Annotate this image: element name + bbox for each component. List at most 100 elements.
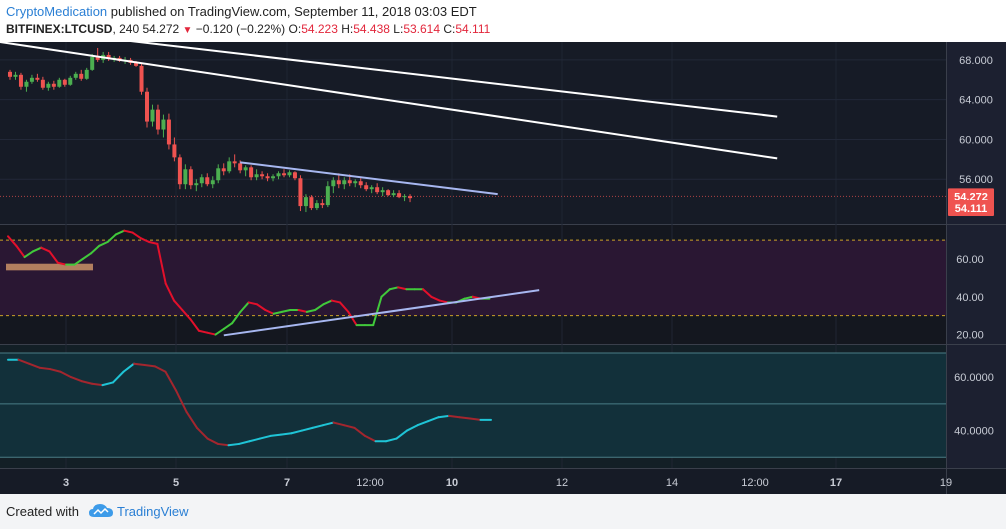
price-axis-tick-label: 60.000 [959,134,993,146]
stoch-line-segment [227,442,240,447]
high-value: 54.438 [353,22,390,36]
candle-body [139,65,144,92]
candle-body [342,180,347,185]
price-change: −0.120 (−0.22%) [195,22,286,36]
rsi-line-segment [463,295,474,300]
open-label: O: [288,22,302,36]
candle-body [18,74,23,87]
rsi-line-segment [173,299,184,311]
stoch-line-segment [290,429,303,435]
rsi-line-segment [231,310,242,325]
stoch-line-segment [164,370,177,392]
candle-body [13,74,18,77]
rsi-line-segment [56,261,68,266]
stoch-line-segment [28,362,41,369]
rsi-line-segment [388,286,400,291]
rsi-line-segment [106,233,117,243]
stoch-line-segment [185,410,198,429]
time-axis-tick-label: 12:00 [356,477,384,489]
candle-body [24,81,29,87]
stoch-line-segment [259,434,272,440]
candle-body [369,187,374,190]
stoch-line-segment [17,358,30,365]
rsi-line-segment [397,286,408,291]
candle-body [216,168,221,181]
rsi-highlight-box [6,263,93,271]
rsi-support-line [223,289,540,337]
tradingview-brand-link[interactable]: TradingView [117,504,189,519]
stoch-line-segment [122,362,135,373]
candle-body [150,109,155,122]
rsi-line-segment [280,309,292,313]
rsi-line-segment [347,310,358,327]
stoch-axis-bg [946,345,1006,469]
created-with-label: Created with [6,504,79,519]
candle-body [57,79,62,87]
rsi-line-segment [181,309,192,321]
candle-body [134,62,139,66]
stoch-line-segment [448,414,461,419]
candle-body [166,119,171,145]
candle-body [336,180,341,185]
rsi-line-segment [23,250,34,259]
rsi-line-segment [206,331,217,336]
rsi-line-segment [438,299,449,304]
candle-body [46,83,51,88]
stoch-line-segment [332,421,345,427]
stoch-line-segment [437,414,450,419]
stoch-line-segment [364,434,377,443]
stoch-line-segment [154,365,167,373]
rsi-line-segment [339,301,350,313]
candle-body [8,71,12,77]
rsi-line-segment [264,309,275,315]
rsi-line-segment [305,309,317,313]
rsi-line-segment [90,244,101,255]
candle-body [292,172,297,179]
stoch-line-segment [416,420,429,427]
published-text: published on TradingView.com, September … [110,4,477,19]
rsi-line-segment [7,235,18,247]
price-axis-tick-label: 68.000 [959,55,993,67]
candle-body [194,183,199,186]
author-link[interactable]: CryptoMedication [6,4,108,19]
stoch-line-segment [91,382,104,387]
rsi-axis-tick-label: 20.00 [956,330,984,342]
candle-body [238,163,243,171]
rsi-line-segment [139,237,151,243]
candle-body [51,83,56,87]
rsi-line-segment [272,310,283,315]
rsi-line-segment [314,303,325,311]
time-axis-tick-label: 5 [173,477,179,489]
cloud-icon [89,504,113,517]
rsi-line-segment [214,327,225,336]
down-triangle-icon: ▼ [182,25,193,36]
candle-body [232,161,237,164]
interval-label: , 240 [112,22,140,36]
chart-area[interactable]: 3 5 7 12:00 10 12 14 12:00 17 19 68.000 64.000 60.00… [0,40,1006,494]
price-axis-tick-label: 64.000 [959,95,993,107]
time-axis-tick-label: 3 [63,477,69,489]
candle-body [254,174,259,178]
chart-svg[interactable]: 3 5 7 12:00 10 12 14 12:00 17 19 68.000 64.000 60.00… [0,40,1006,494]
open-value: 54.223 [301,22,338,36]
stoch-line-segment [70,376,83,383]
trendline [240,161,498,196]
candle-body [183,169,188,185]
price-panel [0,40,946,213]
candle-body [249,167,254,178]
stoch-line-segment [269,433,282,437]
stoch-line-segment [101,381,114,387]
stoch-line-segment [322,421,335,427]
candle-body [221,168,226,172]
candle-body [386,190,391,196]
stoch-band [0,353,946,458]
price-axis-tick-label: 56.000 [959,174,993,186]
candle-body [298,178,303,207]
close-value: 54.111 [455,22,491,36]
rsi-line-segment [114,229,126,236]
candle-body [177,157,182,185]
rsi-line-segment [222,322,234,330]
rsi-line-segment [98,241,109,247]
stoch-panel [0,352,946,458]
stoch-line-segment [206,437,219,445]
